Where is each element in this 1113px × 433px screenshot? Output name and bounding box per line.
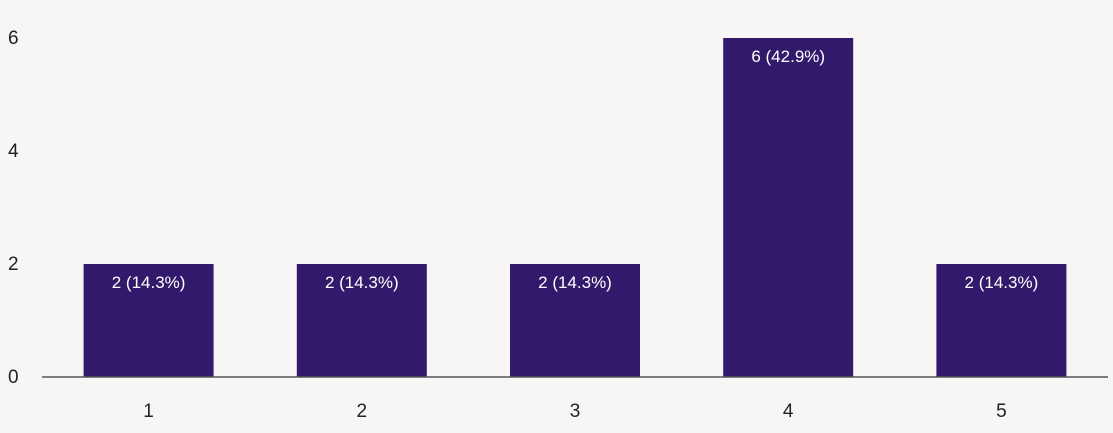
x-tick-label: 4 <box>783 401 794 422</box>
bar-5 <box>936 264 1067 377</box>
y-tick-label: 4 <box>8 141 19 162</box>
x-tick-label: 1 <box>143 401 154 422</box>
bar-1 <box>83 264 214 377</box>
bar-data-label: 6 (42.9%) <box>751 47 825 66</box>
bar-2 <box>296 264 427 377</box>
y-axis-ticks: 0 2 4 6 <box>8 28 19 388</box>
bar-data-label: 2 (14.3%) <box>112 273 186 292</box>
bar-data-label: 2 (14.3%) <box>965 273 1039 292</box>
x-tick-label: 5 <box>996 401 1007 422</box>
bar-data-label: 2 (14.3%) <box>325 273 399 292</box>
y-tick-label: 0 <box>8 367 19 388</box>
bar-data-labels: 2 (14.3%) 2 (14.3%) 2 (14.3%) 6 (42.9%) 2 (1… <box>112 47 1039 292</box>
x-axis-ticks: 1 2 3 4 5 <box>143 401 1006 422</box>
x-tick-label: 3 <box>570 401 581 422</box>
y-tick-label: 2 <box>8 254 19 275</box>
bar-4 <box>723 38 854 377</box>
bar-data-label: 2 (14.3%) <box>538 273 612 292</box>
y-tick-label: 6 <box>8 28 19 49</box>
bar-3 <box>510 264 640 377</box>
x-tick-label: 2 <box>357 401 368 422</box>
bars <box>83 38 1067 377</box>
